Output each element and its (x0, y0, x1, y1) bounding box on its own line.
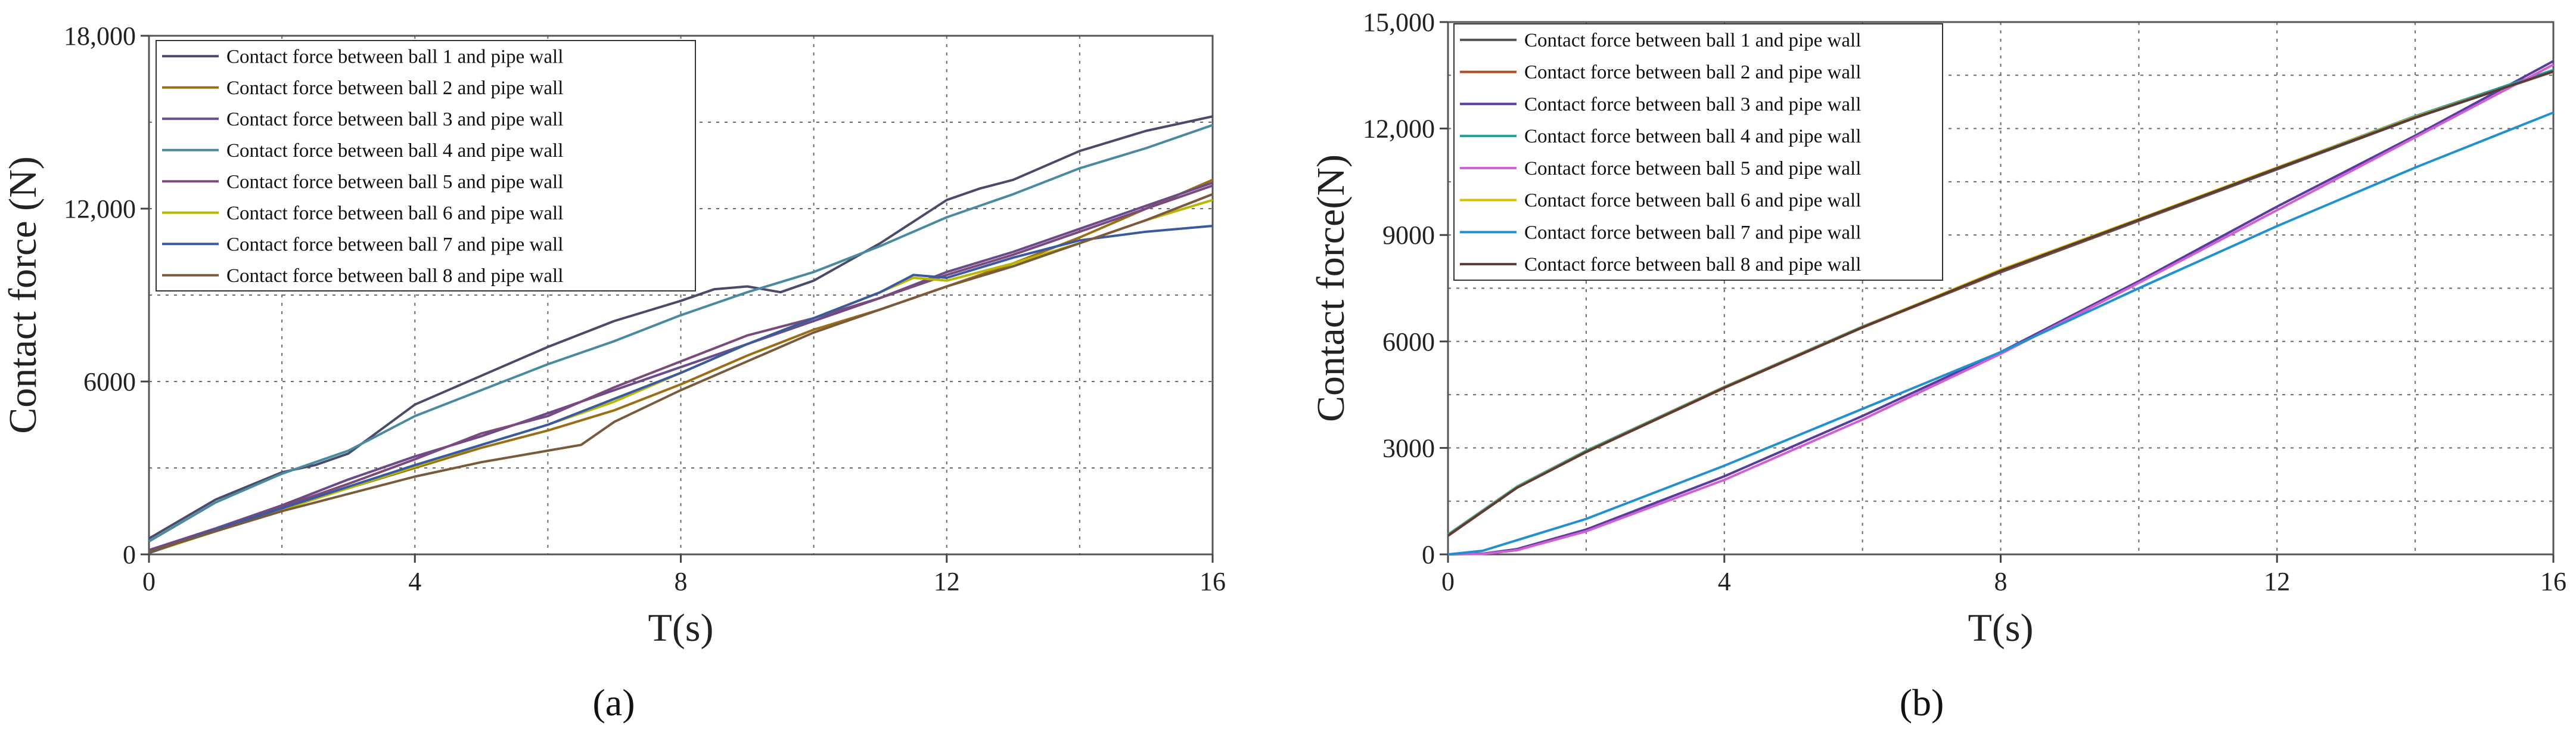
legend-label-ball-5: Contact force between ball 5 and pipe wa… (1524, 158, 1861, 179)
x-axis-title: T(s) (1968, 606, 2034, 650)
series-line-ball-8 (148, 193, 1213, 554)
x-tick-label: 16 (1200, 567, 1226, 596)
x-tick-label: 0 (1441, 567, 1455, 596)
legend-label-ball-7: Contact force between ball 7 and pipe wa… (1524, 222, 1861, 243)
chart-panel-1: 0 4 8 12 16 0 6000 12,000 18,000 T(s) Contact forc… (1, 21, 1226, 724)
x-tick-label: 8 (1994, 567, 2008, 596)
legend-label-ball-7: Contact force between ball 7 and pipe wa… (226, 234, 563, 255)
legend-label-ball-8: Contact force between ball 8 and pipe wa… (226, 265, 563, 287)
chart-panel-2: 0 4 8 12 16 0 3000 6000 9000 12,000 15,000 T(s) Cont… (1309, 8, 2566, 724)
y-tick-label: 0 (1422, 540, 1435, 569)
y-tick-label: 3000 (1382, 433, 1435, 463)
legend-box (1453, 23, 1943, 281)
legend-label-ball-1: Contact force between ball 1 and pipe wa… (226, 46, 563, 67)
x-tick-label: 0 (142, 567, 156, 596)
x-tick-label: 12 (934, 567, 960, 596)
y-tick-label: 12,000 (64, 194, 136, 224)
legend-label-ball-2: Contact force between ball 2 and pipe wa… (1524, 62, 1861, 83)
x-tick-label: 12 (2264, 567, 2290, 596)
x-tick-label: 4 (1718, 567, 1731, 596)
series-line-ball-7 (148, 225, 1213, 554)
legend-label-ball-8: Contact force between ball 8 and pipe wa… (1524, 254, 1861, 275)
y-tick-label: 12,000 (1363, 114, 1435, 144)
legend-label-ball-4: Contact force between ball 4 and pipe wa… (226, 140, 563, 162)
panel-label: (a) (592, 681, 635, 724)
y-axis-title: Contact force (N) (1, 156, 45, 433)
series-line-ball-5 (148, 184, 1213, 553)
legend-label-ball-6: Contact force between ball 6 and pipe wa… (1524, 190, 1861, 212)
x-tick-label: 16 (2540, 567, 2566, 596)
legend: Contact force between ball 1 and pipe wa… (1453, 23, 1943, 281)
x-tick-label: 4 (408, 567, 421, 596)
legend-label-ball-3: Contact force between ball 3 and pipe wa… (1524, 94, 1861, 115)
series-line-ball-4 (148, 123, 1213, 543)
legend-label-ball-3: Contact force between ball 3 and pipe wa… (226, 108, 563, 130)
legend-label-ball-4: Contact force between ball 4 and pipe wa… (1524, 126, 1861, 147)
y-tick-label: 15,000 (1363, 8, 1435, 37)
y-tick-label: 18,000 (64, 21, 136, 51)
legend-label-ball-6: Contact force between ball 6 and pipe wa… (226, 203, 563, 224)
legend-label-ball-1: Contact force between ball 1 and pipe wa… (1524, 30, 1861, 51)
series-line-ball-5 (1447, 63, 2554, 556)
x-tick-label: 8 (675, 567, 688, 596)
series-line-ball-3 (148, 181, 1213, 551)
y-tick-label: 0 (123, 540, 136, 569)
legend-label-ball-2: Contact force between ball 2 and pipe wa… (226, 77, 563, 99)
series-line-ball-1 (148, 115, 1213, 540)
series-line-ball-7 (1447, 111, 2554, 556)
x-axis-title: T(s) (648, 606, 714, 650)
series-line-ball-8 (1447, 70, 2554, 537)
y-tick-label: 6000 (1382, 327, 1435, 356)
y-tick-label: 9000 (1382, 221, 1435, 250)
y-tick-label: 6000 (83, 367, 136, 396)
y-axis-title: Contact force(N) (1309, 154, 1353, 422)
legend: Contact force between ball 1 and pipe wa… (156, 40, 696, 291)
legend-label-ball-5: Contact force between ball 5 and pipe wa… (226, 171, 563, 193)
legend-box (156, 40, 696, 291)
panel-label: (b) (1900, 681, 1944, 724)
